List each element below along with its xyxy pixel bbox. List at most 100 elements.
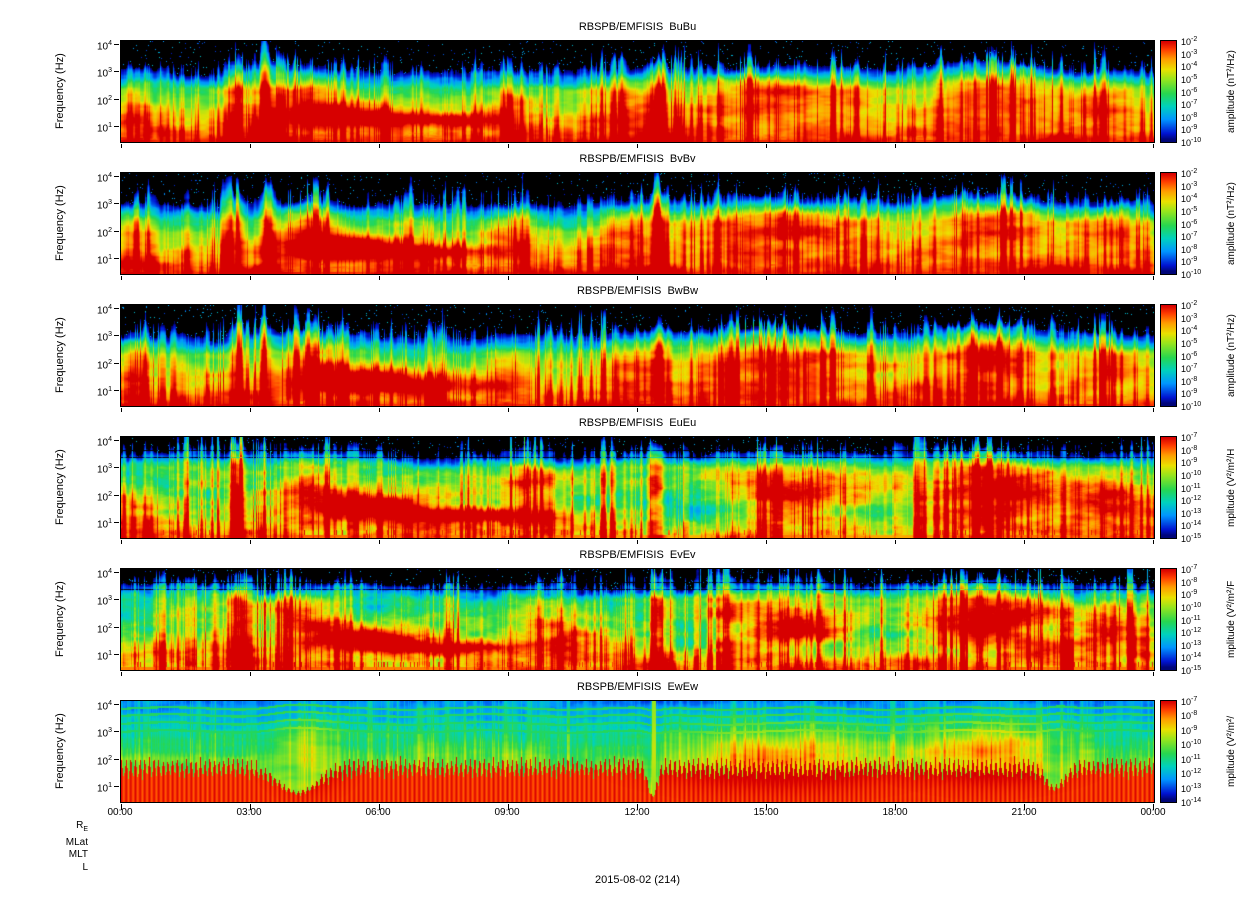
freq-tick-label: 102	[96, 227, 112, 240]
freq-tick-label: 102	[96, 95, 112, 108]
ephemeris-label: RE	[28, 820, 88, 837]
colorbar	[1160, 568, 1177, 671]
spectrogram-canvas	[121, 437, 1154, 538]
colorbar-axis-label: amplitude (nT²/Hz)	[1226, 314, 1237, 397]
time-tick-mark	[1153, 144, 1154, 148]
ephemeris-label: MLat	[28, 837, 88, 850]
colorbar-tick-label: 10-9	[1181, 589, 1198, 600]
time-tick-label: 18:00	[882, 807, 908, 818]
colorbar-tick-label: 10-10	[1181, 470, 1202, 481]
time-tick-mark	[637, 540, 638, 544]
colorbar-canvas	[1161, 305, 1176, 406]
colorbar-tick-label: 10-15	[1181, 533, 1202, 544]
colorbar-tick-label: 10-6	[1181, 351, 1198, 362]
freq-axis-ticks: 104 103 102 101	[84, 172, 120, 275]
ephemeris-label-text: R	[76, 820, 84, 831]
colorbar-canvas	[1161, 701, 1176, 802]
panel-title: RBSPB/EMFISIS EuEu	[578, 417, 697, 429]
freq-axis-ticks: 104 103 102 101	[84, 40, 120, 143]
colorbar-axis-label: amplitude (nT²/Hz)	[1226, 182, 1237, 265]
time-tick-mark	[121, 144, 122, 148]
colorbar-tick-label: 10-9	[1181, 256, 1198, 267]
spectrogram-panel-bvbv: RBSPB/EMFISIS BvBv Frequency (Hz) 104 103 10…	[0, 150, 1248, 281]
time-tick-mark	[766, 672, 767, 676]
ephemeris-label-text: L	[82, 861, 88, 873]
colorbar-tick-label: 10-9	[1181, 388, 1198, 399]
colorbar-tick-label: 10-9	[1181, 457, 1198, 468]
colorbar-tick-label: 10-7	[1181, 231, 1198, 242]
panel-title: RBSPB/EMFISIS BuBu	[578, 21, 697, 33]
time-tick-mark	[379, 804, 380, 810]
colorbar-tick-label: 10-10	[1181, 137, 1202, 148]
colorbar-canvas	[1161, 41, 1176, 142]
freq-tick-mark	[114, 759, 119, 760]
time-tick-mark	[508, 276, 509, 280]
time-tick-mark	[250, 408, 251, 412]
ephemeris-label: MLT	[28, 849, 88, 862]
panel-title: RBSPB/EMFISIS EvEv	[579, 549, 696, 561]
freq-tick-mark	[114, 495, 119, 496]
spectrogram-canvas	[121, 569, 1154, 670]
colorbar-tick-label: 10-9	[1181, 124, 1198, 135]
time-tick-mark	[508, 408, 509, 412]
colorbar-canvas	[1161, 173, 1176, 274]
y-axis-label: Frequency (Hz)	[54, 713, 66, 790]
freq-tick-mark	[114, 599, 119, 600]
colorbar-tick-label: 10-6	[1181, 87, 1198, 98]
freq-tick-label: 102	[96, 359, 112, 372]
spectrogram-canvas	[121, 41, 1154, 142]
time-tick-mark	[895, 672, 896, 676]
time-tick-label: 21:00	[1011, 807, 1037, 818]
freq-axis-ticks: 104 103 102 101	[84, 568, 120, 671]
colorbar-canvas	[1161, 569, 1176, 670]
freq-tick-mark	[114, 258, 119, 259]
time-tick-mark	[1024, 276, 1025, 280]
freq-tick-mark	[114, 231, 119, 232]
colorbar-tick-label: 10-10	[1181, 602, 1202, 613]
time-tick-mark	[1153, 540, 1154, 544]
time-tick-mark	[895, 804, 896, 810]
spectrogram-plot	[120, 436, 1155, 544]
time-tick-mark	[508, 540, 509, 544]
spectrogram-canvas	[121, 701, 1154, 802]
y-axis-label: Frequency (Hz)	[54, 449, 66, 526]
time-tick-mark	[766, 276, 767, 280]
freq-tick-mark	[114, 203, 119, 204]
colorbar-tick-label: 10-13	[1181, 640, 1202, 651]
colorbar-ticks: 10-7 10-8 10-9 10-10 10-11 10-12 10-13 10-14 10-…	[1181, 432, 1225, 544]
freq-tick-label: 104	[96, 172, 112, 185]
time-tick-mark	[508, 672, 509, 676]
freq-tick-mark	[114, 99, 119, 100]
colorbar-tick-label: 10-8	[1181, 445, 1198, 456]
colorbar-ticks: 10-7 10-8 10-9 10-10 10-11 10-12 10-13 10-14 10-…	[1181, 564, 1225, 676]
time-tick-mark	[766, 540, 767, 544]
freq-tick-label: 101	[96, 650, 112, 663]
spectrogram-plot	[120, 700, 1155, 810]
colorbar-tick-label: 10-7	[1181, 564, 1198, 575]
time-tick-mark	[379, 408, 380, 412]
colorbar-ticks: 10-2 10-3 10-4 10-5 10-6 10-7 10-8 10-9 10-10	[1181, 36, 1225, 148]
y-axis-label: Frequency (Hz)	[54, 581, 66, 658]
time-tick-mark	[895, 276, 896, 280]
ephemeris-label-text: MLat	[65, 836, 88, 848]
y-axis-label: Frequency (Hz)	[54, 317, 66, 394]
colorbar-axis-label: mplitude (V²/m²/F	[1226, 580, 1237, 659]
colorbar-tick-label: 10-10	[1181, 269, 1202, 280]
colorbar-tick-label: 10-12	[1181, 627, 1202, 638]
time-tick-mark	[250, 540, 251, 544]
colorbar-tick-label: 10-11	[1181, 754, 1201, 765]
time-tick-mark	[766, 144, 767, 148]
time-tick-mark	[895, 540, 896, 544]
spectrogram-plot	[120, 304, 1155, 412]
freq-tick-label: 102	[96, 623, 112, 636]
time-tick-mark	[1024, 672, 1025, 676]
ephemeris-label-subscript: E	[83, 826, 88, 833]
colorbar-tick-label: 10-2	[1181, 36, 1198, 47]
spectrogram-plot	[120, 568, 1155, 676]
y-axis-label: Frequency (Hz)	[54, 185, 66, 262]
spectrogram-canvas	[121, 305, 1154, 406]
ephemeris-label: L	[28, 862, 88, 875]
freq-tick-mark	[114, 308, 119, 309]
y-axis-label: Frequency (Hz)	[54, 53, 66, 130]
spectrogram-plot	[120, 40, 1155, 148]
